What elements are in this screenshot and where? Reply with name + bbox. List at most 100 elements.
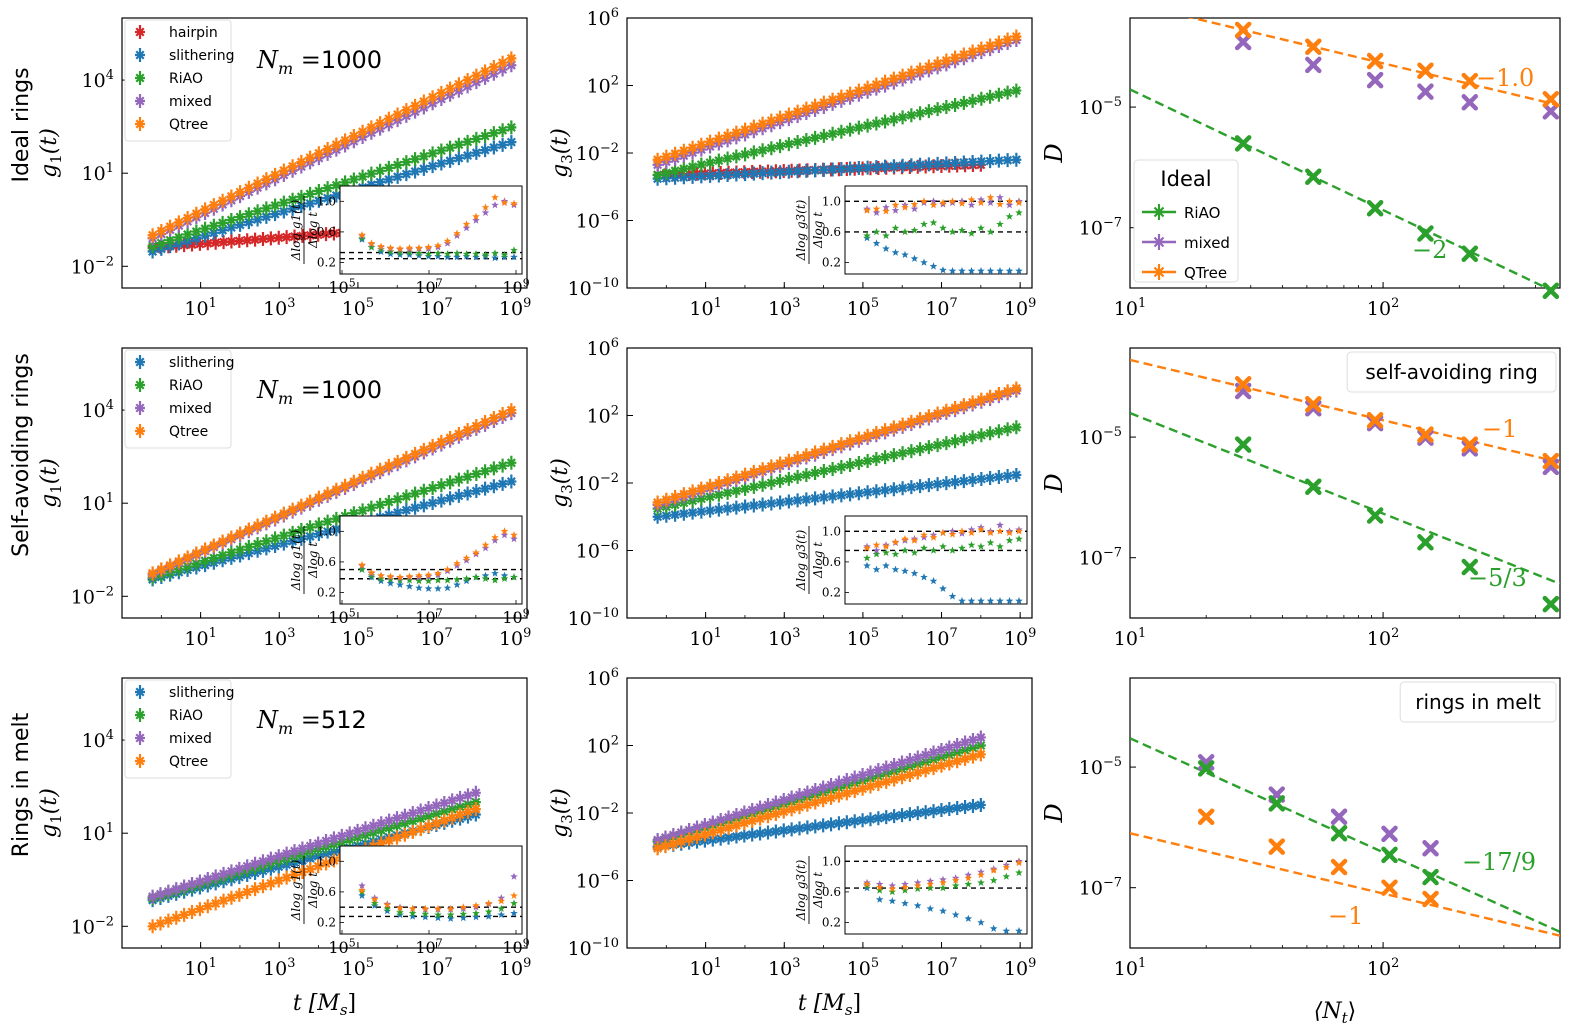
point-r2c0-Qtree-9 bbox=[218, 893, 229, 908]
x-tick-label-r0c1-0-exp: 1 bbox=[714, 296, 722, 311]
point-r0c1-slithering-35 bbox=[958, 155, 969, 170]
inset-point-r1c0-Qtree-12 bbox=[472, 548, 480, 556]
point-r2c1-mixed-33 bbox=[912, 750, 923, 765]
inset-point-r1c0-Qtree-5 bbox=[405, 572, 414, 580]
legend-label-r0c0-Qtree: Qtree bbox=[169, 117, 208, 133]
point-r1c1-RiAO-25 bbox=[871, 452, 882, 467]
inset-point-r0c0-slithering-6 bbox=[415, 251, 423, 259]
point-r1c0-Qtree-40 bbox=[497, 407, 508, 422]
point-r2c1-Qtree-16 bbox=[778, 804, 789, 819]
point-r1c1-Qtree-25 bbox=[871, 425, 882, 440]
point-r0c1-RiAO-34 bbox=[950, 97, 961, 112]
point-r1c1-RiAO-38 bbox=[985, 426, 996, 441]
inset-point-r1c1-RiAO-4 bbox=[901, 546, 909, 554]
x-tick-label-r2c0-1-exp: 3 bbox=[287, 956, 295, 971]
point-r0c0-RiAO-26 bbox=[375, 163, 386, 178]
point-r0c0-Qtree-11 bbox=[243, 180, 254, 195]
point-r1c0-RiAO-34 bbox=[445, 475, 456, 490]
point-r2c0-Qtree-5 bbox=[187, 905, 198, 920]
inset-point-r2c0-Qtree-8 bbox=[459, 903, 468, 911]
point-r2c0-Qtree-38 bbox=[447, 810, 458, 825]
point-r1c0-RiAO-8 bbox=[217, 548, 228, 563]
point-r1c0-Qtree-11 bbox=[243, 522, 254, 537]
point-r2c1-slithering-14 bbox=[762, 825, 773, 840]
x-label-r2c2: ⟨Nt⟩ bbox=[1314, 999, 1356, 1024]
inset-point-r0c1-RiAO-12 bbox=[977, 224, 985, 232]
point-r0c0-RiAO-11 bbox=[243, 207, 254, 222]
point-r2c0-Qtree-32 bbox=[399, 827, 410, 842]
inset-x-tick-label-r2c0-0-base: 10 bbox=[328, 938, 348, 957]
y-tick-label-r0c1-2-exp: −2 bbox=[600, 141, 619, 156]
inset-point-r2c1-RiAO-3 bbox=[901, 886, 909, 894]
y-tick-label-r2c0-0: 10−2 bbox=[71, 914, 114, 938]
point-r2c2-Qtree-3 bbox=[1381, 879, 1398, 896]
point-r2c1-mixed-31 bbox=[897, 755, 908, 770]
point-r1c0-RiAO-5 bbox=[191, 556, 202, 571]
point-r2c0-Qtree-1 bbox=[155, 916, 166, 931]
point-r0c0-hairpin-7 bbox=[202, 236, 213, 251]
point-r1c1-Qtree-34 bbox=[950, 400, 961, 415]
inset-point-r0c1-mixed-14 bbox=[996, 193, 1004, 201]
inset-point-r1c1-RiAO-3 bbox=[891, 550, 900, 558]
inset-point-r2c1-slithering-1 bbox=[875, 895, 884, 903]
point-r2c0-RiAO-34 bbox=[415, 811, 426, 826]
point-r0c1-RiAO-2 bbox=[670, 163, 681, 178]
inset-point-r2c0-mixed-0 bbox=[358, 881, 366, 889]
x-tick-label-r1c0-4-exp: 9 bbox=[523, 626, 531, 641]
point-r2c1-RiAO-37 bbox=[944, 747, 955, 762]
point-r0c1-Qtree-26 bbox=[880, 74, 891, 89]
point-r0c0-RiAO-2 bbox=[165, 233, 176, 248]
point-r1c0-slithering-35 bbox=[453, 488, 464, 503]
point-r0c0-hairpin-10 bbox=[226, 234, 237, 249]
inset-y-tick-label-r2c1-0: 0.2 bbox=[822, 916, 841, 930]
point-r0c1-RiAO-26 bbox=[880, 114, 891, 129]
y-tick-label-r0c0-1-exp: 1 bbox=[106, 161, 114, 176]
point-r2c0-Qtree-10 bbox=[226, 890, 237, 905]
point-r1c0-RiAO-30 bbox=[410, 486, 421, 501]
legend-label-r2c0-Qtree: Qtree bbox=[169, 754, 208, 770]
x-tick-label-r2c1-4-base: 10 bbox=[1004, 958, 1028, 980]
point-r2c0-Qtree-3 bbox=[171, 910, 182, 925]
point-r1c0-slithering-28 bbox=[392, 505, 403, 520]
legend-marker-r2c0-slithering bbox=[135, 685, 145, 699]
point-r0c1-slithering-4 bbox=[687, 169, 698, 184]
point-r0c0-slithering-28 bbox=[392, 169, 403, 184]
legend-label-r2c0-RiAO: RiAO bbox=[169, 708, 203, 724]
point-r1c1-slithering-1 bbox=[661, 508, 672, 523]
y-tick-label-r2c1-1: 10−6 bbox=[576, 869, 619, 893]
legend-box-r1c2 bbox=[1346, 351, 1557, 393]
point-r1c1-slithering-0 bbox=[652, 509, 663, 524]
point-r1c0-Qtree-24 bbox=[357, 470, 368, 485]
inset-point-r0c1-RiAO-0 bbox=[863, 231, 871, 239]
point-r1c1-RiAO-40 bbox=[1002, 422, 1013, 437]
axes-frame-r0c0 bbox=[121, 17, 528, 289]
x-tick-label-r0c1-2-base: 10 bbox=[847, 298, 871, 320]
x-tick-label-r1c1-1-exp: 3 bbox=[792, 626, 800, 641]
inset-point-r1c0-Qtree-15 bbox=[500, 527, 509, 535]
y-tick-label-r1c0-0-base: 10 bbox=[71, 586, 95, 608]
inset-y-tick-label-r1c1-1: 0.6 bbox=[822, 555, 841, 569]
point-r2c1-mixed-15 bbox=[770, 795, 781, 810]
point-r2c1-mixed-21 bbox=[818, 780, 829, 795]
point-r0c0-slithering-8 bbox=[217, 223, 228, 238]
y-label-text-r2c0: g1(t) bbox=[37, 788, 65, 838]
point-r1c2-Qtree-4 bbox=[1461, 436, 1479, 453]
point-r1c0-slithering-18 bbox=[305, 529, 316, 544]
point-r2c0-mixed-3 bbox=[171, 882, 182, 897]
inset-point-r0c0-Qtree-14 bbox=[491, 193, 499, 201]
point-r1c0-RiAO-25 bbox=[366, 500, 377, 515]
point-r1c1-Qtree-28 bbox=[897, 417, 908, 432]
x-tick-label-r2c1-4: 109 bbox=[1004, 956, 1036, 980]
point-r0c0-RiAO-29 bbox=[401, 155, 412, 170]
point-r1c0-slithering-15 bbox=[278, 536, 289, 551]
inset-y-label-den-r0c0: Δlog t bbox=[306, 212, 320, 249]
point-r2c0-Qtree-15 bbox=[265, 876, 276, 891]
point-r2c1-Qtree-12 bbox=[747, 813, 758, 828]
legend-marker-r0c2-RiAO bbox=[1153, 204, 1165, 220]
inset-point-r1c0-Qtree-14 bbox=[491, 533, 499, 541]
inset-point-r1c0-RiAO-8 bbox=[434, 576, 442, 584]
inset-point-r1c0-RiAO-9 bbox=[443, 576, 452, 584]
point-r0c1-slithering-40 bbox=[1002, 153, 1013, 168]
inset-series-r1c1-RiAO bbox=[863, 535, 1023, 562]
y-label-sub-r2c0: 1 bbox=[47, 814, 65, 824]
